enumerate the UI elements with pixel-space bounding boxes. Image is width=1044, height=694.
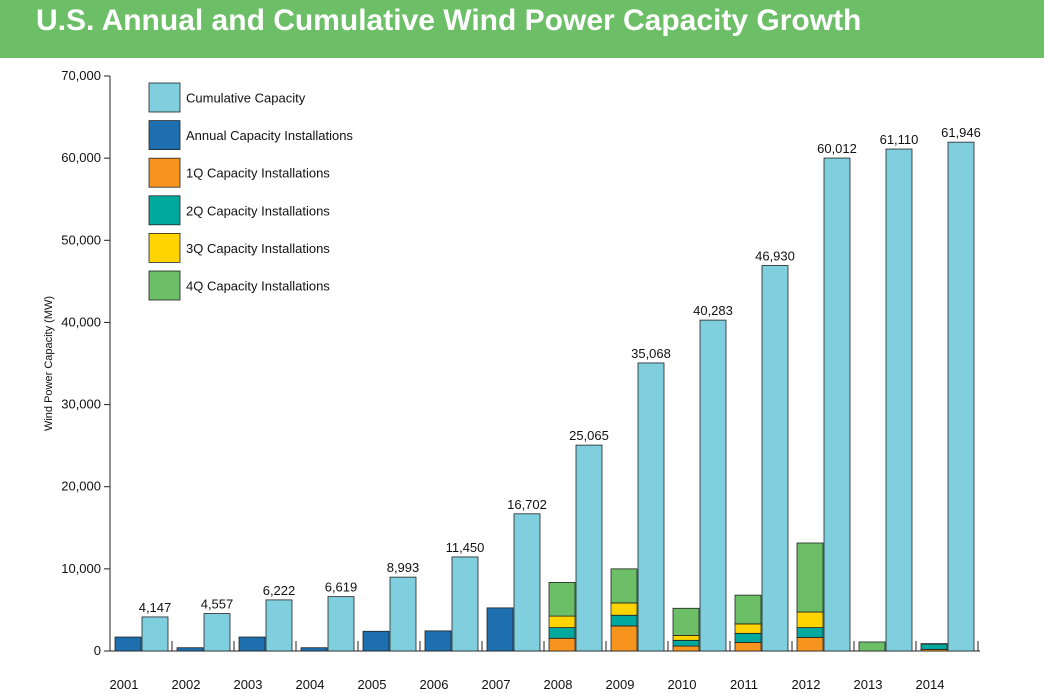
bar-q4-2008 bbox=[548, 582, 576, 617]
data-label-2011: 46,930 bbox=[755, 249, 795, 264]
legend-swatch-1 bbox=[148, 82, 181, 113]
y-axis-label: Wind Power Capacity (MW) bbox=[43, 296, 55, 431]
y-tick-label: 50,000 bbox=[61, 232, 101, 247]
data-label-2012: 60,012 bbox=[817, 141, 857, 156]
bar-cumulative-2010 bbox=[699, 319, 727, 652]
bar-q1-2011 bbox=[734, 641, 762, 652]
bar-q3-2010 bbox=[672, 634, 700, 641]
bar-q1-2008 bbox=[548, 637, 576, 652]
bar-cumulative-2008 bbox=[575, 444, 603, 652]
bar-annual-2003 bbox=[238, 636, 266, 652]
bar-q2-2009 bbox=[610, 614, 638, 627]
y-tick-label: 20,000 bbox=[61, 479, 101, 494]
data-label-2003: 6,222 bbox=[263, 583, 296, 598]
bar-annual-2005 bbox=[362, 630, 390, 652]
x-tick-label: 2010 bbox=[668, 677, 697, 692]
bar-cumulative-2006 bbox=[451, 556, 479, 652]
x-tick-label: 2002 bbox=[172, 677, 201, 692]
bar-q3-2009 bbox=[610, 602, 638, 616]
chart-title: U.S. Annual and Cumulative Wind Power Ca… bbox=[36, 4, 862, 37]
legend-swatch-4 bbox=[148, 195, 181, 226]
data-label-2008: 25,065 bbox=[569, 428, 609, 443]
y-tick-label: 30,000 bbox=[61, 397, 101, 412]
bar-annual-2004 bbox=[300, 647, 328, 652]
bar-cumulative-2007 bbox=[513, 513, 541, 652]
bar-cumulative-2013 bbox=[885, 148, 913, 652]
data-label-2006: 11,450 bbox=[446, 540, 485, 555]
x-tick-label: 2014 bbox=[916, 677, 945, 692]
legend-swatch-2 bbox=[148, 120, 181, 150]
x-tick-label: 2003 bbox=[234, 677, 263, 692]
legend-swatch-6 bbox=[148, 270, 181, 301]
x-tick-label: 2012 bbox=[792, 677, 821, 692]
legend-swatch-3 bbox=[148, 157, 181, 188]
y-tick-label: 10,000 bbox=[61, 561, 101, 576]
data-label-2010: 40,283 bbox=[693, 303, 733, 318]
x-tick-label: 2009 bbox=[606, 677, 635, 692]
bar-cumulative-2002 bbox=[203, 613, 231, 652]
bar-q2-2010 bbox=[672, 639, 700, 647]
y-tick-label: 0 bbox=[94, 643, 101, 658]
bar-cumulative-2014 bbox=[947, 141, 975, 652]
legend-label-1: Cumulative Capacity bbox=[186, 91, 306, 106]
x-tick-label: 2005 bbox=[358, 677, 387, 692]
bar-q1-2010 bbox=[672, 645, 700, 652]
bar-q4-2011 bbox=[734, 594, 762, 625]
data-label-2014: 61,946 bbox=[941, 125, 981, 140]
data-label-2005: 8,993 bbox=[387, 560, 420, 575]
bar-q3-2011 bbox=[734, 623, 762, 634]
x-tick-label: 2011 bbox=[730, 677, 758, 692]
data-label-2009: 35,068 bbox=[631, 346, 671, 361]
bar-cumulative-2009 bbox=[637, 362, 665, 652]
bar-cumulative-2011 bbox=[761, 265, 789, 652]
data-label-2007: 16,702 bbox=[507, 497, 547, 512]
bar-q2-2011 bbox=[734, 632, 762, 643]
legend-label-3: 1Q Capacity Installations bbox=[186, 166, 330, 181]
legend-label-2: Annual Capacity Installations bbox=[186, 128, 353, 143]
bar-q2-2008 bbox=[548, 627, 576, 639]
bar-q4-2010 bbox=[672, 607, 700, 636]
y-tick-label: 60,000 bbox=[61, 150, 101, 165]
bar-cumulative-2012 bbox=[823, 157, 851, 652]
bar-annual-2001 bbox=[114, 636, 142, 652]
x-tick-label: 2001 bbox=[110, 677, 139, 692]
bar-annual-2007 bbox=[486, 607, 514, 652]
bar-cumulative-2005 bbox=[389, 576, 417, 652]
bar-q2-2014 bbox=[920, 643, 948, 650]
legend-label-6: 4Q Capacity Installations bbox=[186, 279, 330, 294]
bar-q4-2012 bbox=[796, 542, 824, 613]
bar-q1-2009 bbox=[610, 625, 638, 652]
legend-swatch-5 bbox=[148, 232, 181, 263]
data-label-2002: 4,557 bbox=[201, 597, 234, 612]
data-label-2001: 4,147 bbox=[139, 600, 172, 615]
x-tick-label: 2013 bbox=[854, 677, 883, 692]
bar-q3-2008 bbox=[548, 615, 576, 628]
data-label-2004: 6,619 bbox=[325, 580, 358, 595]
bar-cumulative-2001 bbox=[141, 616, 169, 652]
legend-label-5: 3Q Capacity Installations bbox=[186, 241, 330, 256]
x-tick-label: 2007 bbox=[482, 677, 511, 692]
x-tick-label: 2006 bbox=[420, 677, 449, 692]
bar-q1-2012 bbox=[796, 637, 824, 652]
bar-cumulative-2004 bbox=[327, 596, 355, 652]
legend-label-4: 2Q Capacity Installations bbox=[186, 203, 330, 218]
header-banner: U.S. Annual and Cumulative Wind Power Ca… bbox=[0, 0, 1044, 58]
x-tick-label: 2004 bbox=[296, 677, 325, 692]
data-label-2013: 61,110 bbox=[880, 132, 919, 147]
bar-q3-2012 bbox=[796, 611, 824, 628]
bar-q4-2013 bbox=[858, 641, 886, 652]
bar-annual-2002 bbox=[176, 647, 204, 652]
bar-q4-2009 bbox=[610, 568, 638, 604]
y-tick-label: 40,000 bbox=[61, 314, 101, 329]
x-tick-label: 2008 bbox=[544, 677, 573, 692]
bar-annual-2006 bbox=[424, 630, 452, 652]
y-tick-label: 70,000 bbox=[61, 68, 101, 83]
bar-q2-2012 bbox=[796, 627, 824, 638]
bar-cumulative-2003 bbox=[265, 599, 293, 652]
